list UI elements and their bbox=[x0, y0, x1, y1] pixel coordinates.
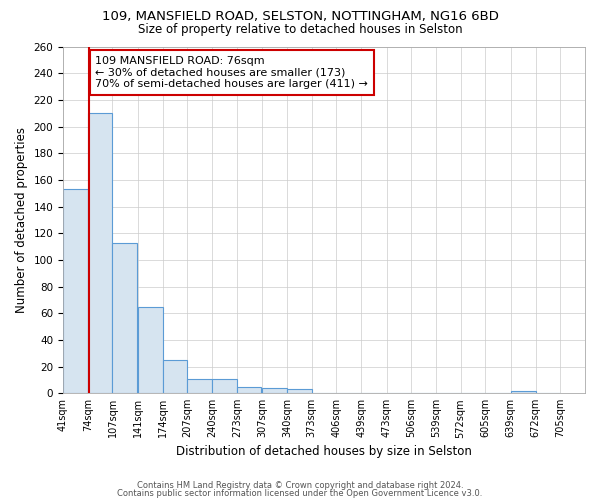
Bar bbox=[237, 386, 262, 393]
Bar bbox=[287, 389, 311, 393]
Bar bbox=[163, 360, 187, 393]
Y-axis label: Number of detached properties: Number of detached properties bbox=[15, 127, 28, 313]
Bar bbox=[187, 378, 212, 393]
Bar bbox=[262, 388, 287, 393]
Text: Size of property relative to detached houses in Selston: Size of property relative to detached ho… bbox=[137, 22, 463, 36]
Bar bbox=[88, 113, 112, 393]
Bar bbox=[112, 242, 137, 393]
Text: Contains HM Land Registry data © Crown copyright and database right 2024.: Contains HM Land Registry data © Crown c… bbox=[137, 481, 463, 490]
Text: Contains public sector information licensed under the Open Government Licence v3: Contains public sector information licen… bbox=[118, 488, 482, 498]
Bar bbox=[63, 189, 88, 393]
X-axis label: Distribution of detached houses by size in Selston: Distribution of detached houses by size … bbox=[176, 444, 472, 458]
Text: 109, MANSFIELD ROAD, SELSTON, NOTTINGHAM, NG16 6BD: 109, MANSFIELD ROAD, SELSTON, NOTTINGHAM… bbox=[101, 10, 499, 23]
Text: 109 MANSFIELD ROAD: 76sqm
← 30% of detached houses are smaller (173)
70% of semi: 109 MANSFIELD ROAD: 76sqm ← 30% of detac… bbox=[95, 56, 368, 89]
Bar bbox=[212, 378, 237, 393]
Bar bbox=[138, 306, 163, 393]
Bar bbox=[511, 390, 536, 393]
